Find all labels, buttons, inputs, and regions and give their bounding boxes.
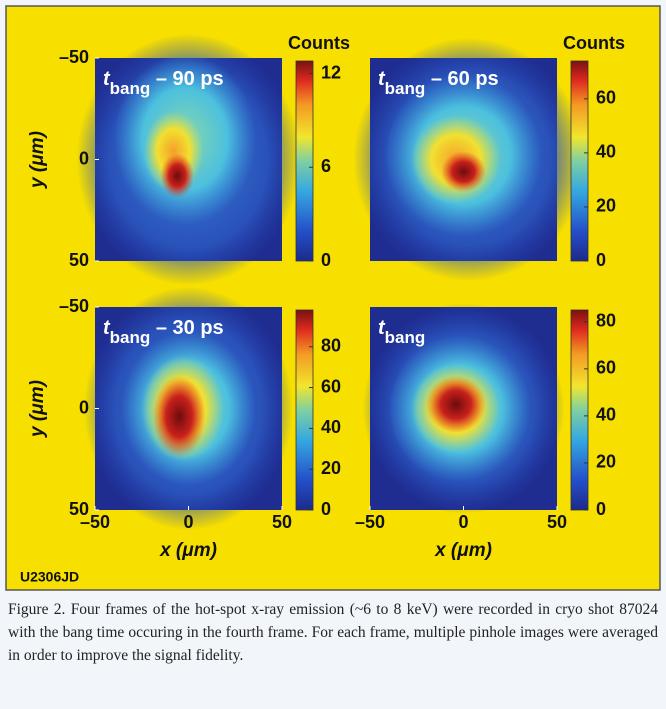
emission-blob (152, 376, 206, 458)
colorbar-tick-label: 20 (321, 458, 341, 478)
colorbar-tick-label: 80 (596, 311, 616, 331)
y-tick-label: 0 (79, 148, 89, 168)
panel-label: tbang – 90 ps (103, 68, 224, 98)
x-tick-label: 0 (458, 512, 468, 532)
colorbar-tick-label: 12 (321, 62, 341, 82)
colorbar-tick-label: 0 (321, 250, 331, 270)
label-suffix: – 90 ps (150, 68, 223, 90)
label-sub: bang (385, 79, 426, 98)
x-tick-label: –50 (355, 512, 385, 532)
panel-label: tbang – 60 ps (378, 68, 499, 98)
y-tick-label: 50 (69, 250, 89, 270)
x-tick-label: –50 (80, 512, 110, 532)
colorbar (570, 60, 589, 262)
emission-blob (441, 151, 486, 192)
y-tick-label: 0 (79, 397, 89, 417)
panel-label: tbang (378, 317, 425, 347)
y-tick-label: 50 (69, 499, 89, 519)
label-t: t (378, 317, 386, 339)
label-suffix: – 60 ps (425, 68, 498, 90)
colorbar-tick-label: 60 (321, 376, 341, 396)
x-axis-label: x (μm) (434, 540, 492, 561)
colorbar-tick-label: 40 (321, 417, 341, 437)
label-t: t (378, 68, 386, 90)
emission-blob (160, 153, 195, 199)
y-tick-label: –50 (59, 47, 89, 67)
colorbar-tick-label: 20 (596, 452, 616, 472)
colorbar-tick-label: 80 (321, 335, 341, 355)
colorbar-tick-label: 60 (596, 88, 616, 108)
label-suffix: – 30 ps (150, 317, 223, 339)
x-tick-label: 0 (183, 512, 193, 532)
y-axis-label: y (μm) (27, 380, 48, 438)
panel-label: tbang – 30 ps (103, 317, 224, 347)
colorbar-tick-label: 40 (596, 405, 616, 425)
colorbar-title: Counts (288, 33, 350, 53)
emission-blob (426, 376, 486, 433)
label-t: t (103, 317, 111, 339)
label-sub: bang (385, 328, 426, 347)
label-sub: bang (110, 79, 151, 98)
colorbar-tick-label: 60 (596, 358, 616, 378)
colorbar (295, 60, 314, 262)
colorbar-title: Counts (563, 33, 625, 53)
x-axis-label: x (μm) (159, 540, 217, 561)
y-tick-label: –50 (59, 296, 89, 316)
caption: Figure 2. Four frames of the hot-spot x-… (8, 601, 658, 664)
label-t: t (103, 68, 111, 90)
x-tick-label: 50 (547, 512, 567, 532)
colorbar-tick-label: 6 (321, 156, 331, 176)
colorbar-tick-label: 0 (321, 499, 331, 519)
x-tick-label: 50 (272, 512, 292, 532)
label-sub: bang (110, 328, 151, 347)
y-axis-label: y (μm) (27, 131, 48, 189)
colorbar (570, 309, 589, 511)
colorbar-tick-label: 40 (596, 142, 616, 162)
colorbar-tick-label: 0 (596, 250, 606, 270)
colorbar-tick-label: 0 (596, 499, 606, 519)
figure-id: U2306JD (20, 569, 79, 585)
colorbar-tick-label: 20 (596, 196, 616, 216)
colorbar (295, 309, 314, 511)
